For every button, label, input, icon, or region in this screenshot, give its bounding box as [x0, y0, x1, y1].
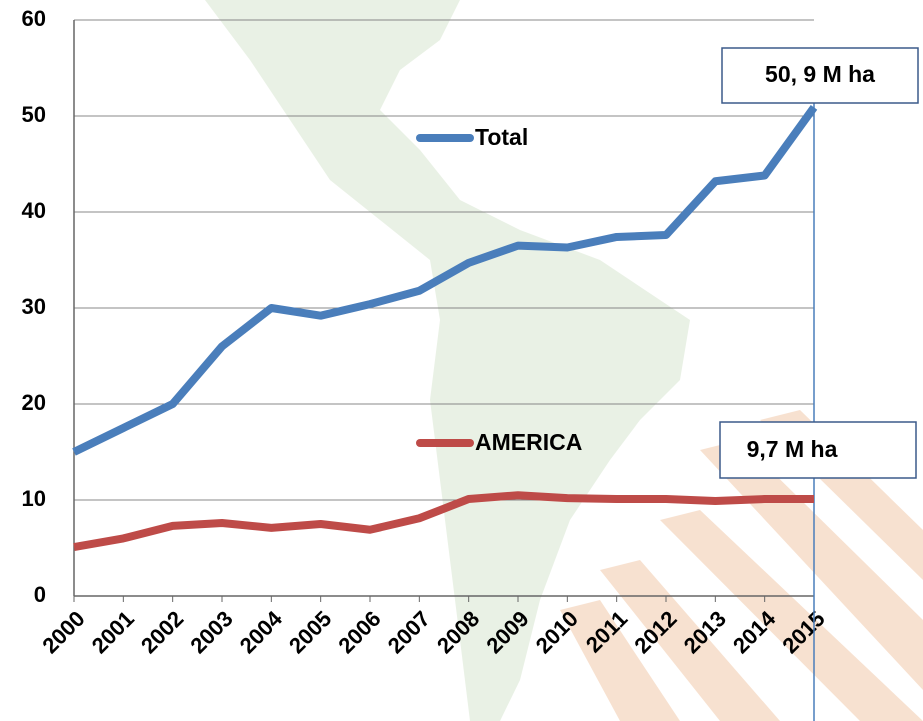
- series-line: [72, 105, 818, 456]
- x-tick-label: 2006: [333, 606, 385, 658]
- legend-label: Total: [475, 124, 528, 150]
- annotation: 9,7 M ha: [747, 436, 838, 462]
- x-tick-label: 2001: [87, 606, 139, 658]
- x-tick-label: 2007: [383, 606, 435, 658]
- y-tick-label: 50: [22, 102, 46, 127]
- x-tick-label: 2005: [284, 606, 336, 658]
- y-tick-label: 20: [22, 390, 46, 415]
- legend-label: AMERICA: [475, 429, 582, 455]
- series-line: [73, 491, 814, 551]
- x-tick-label: 2000: [37, 606, 89, 658]
- legend: Total AMERICA: [416, 124, 582, 455]
- x-tick-label: 2003: [185, 606, 237, 658]
- y-tick-label: 60: [22, 6, 46, 31]
- y-tick-label: 10: [22, 486, 46, 511]
- y-tick-label: 0: [34, 582, 46, 607]
- annotation: 50, 9 M ha: [765, 61, 875, 87]
- x-tick-label: 2002: [136, 606, 188, 658]
- y-tick-label: 40: [22, 198, 46, 223]
- annotation-box: [721, 47, 919, 104]
- annotation-box: [719, 421, 917, 479]
- y-tick-label: 30: [22, 294, 46, 319]
- x-tick-label: 2004: [235, 605, 288, 658]
